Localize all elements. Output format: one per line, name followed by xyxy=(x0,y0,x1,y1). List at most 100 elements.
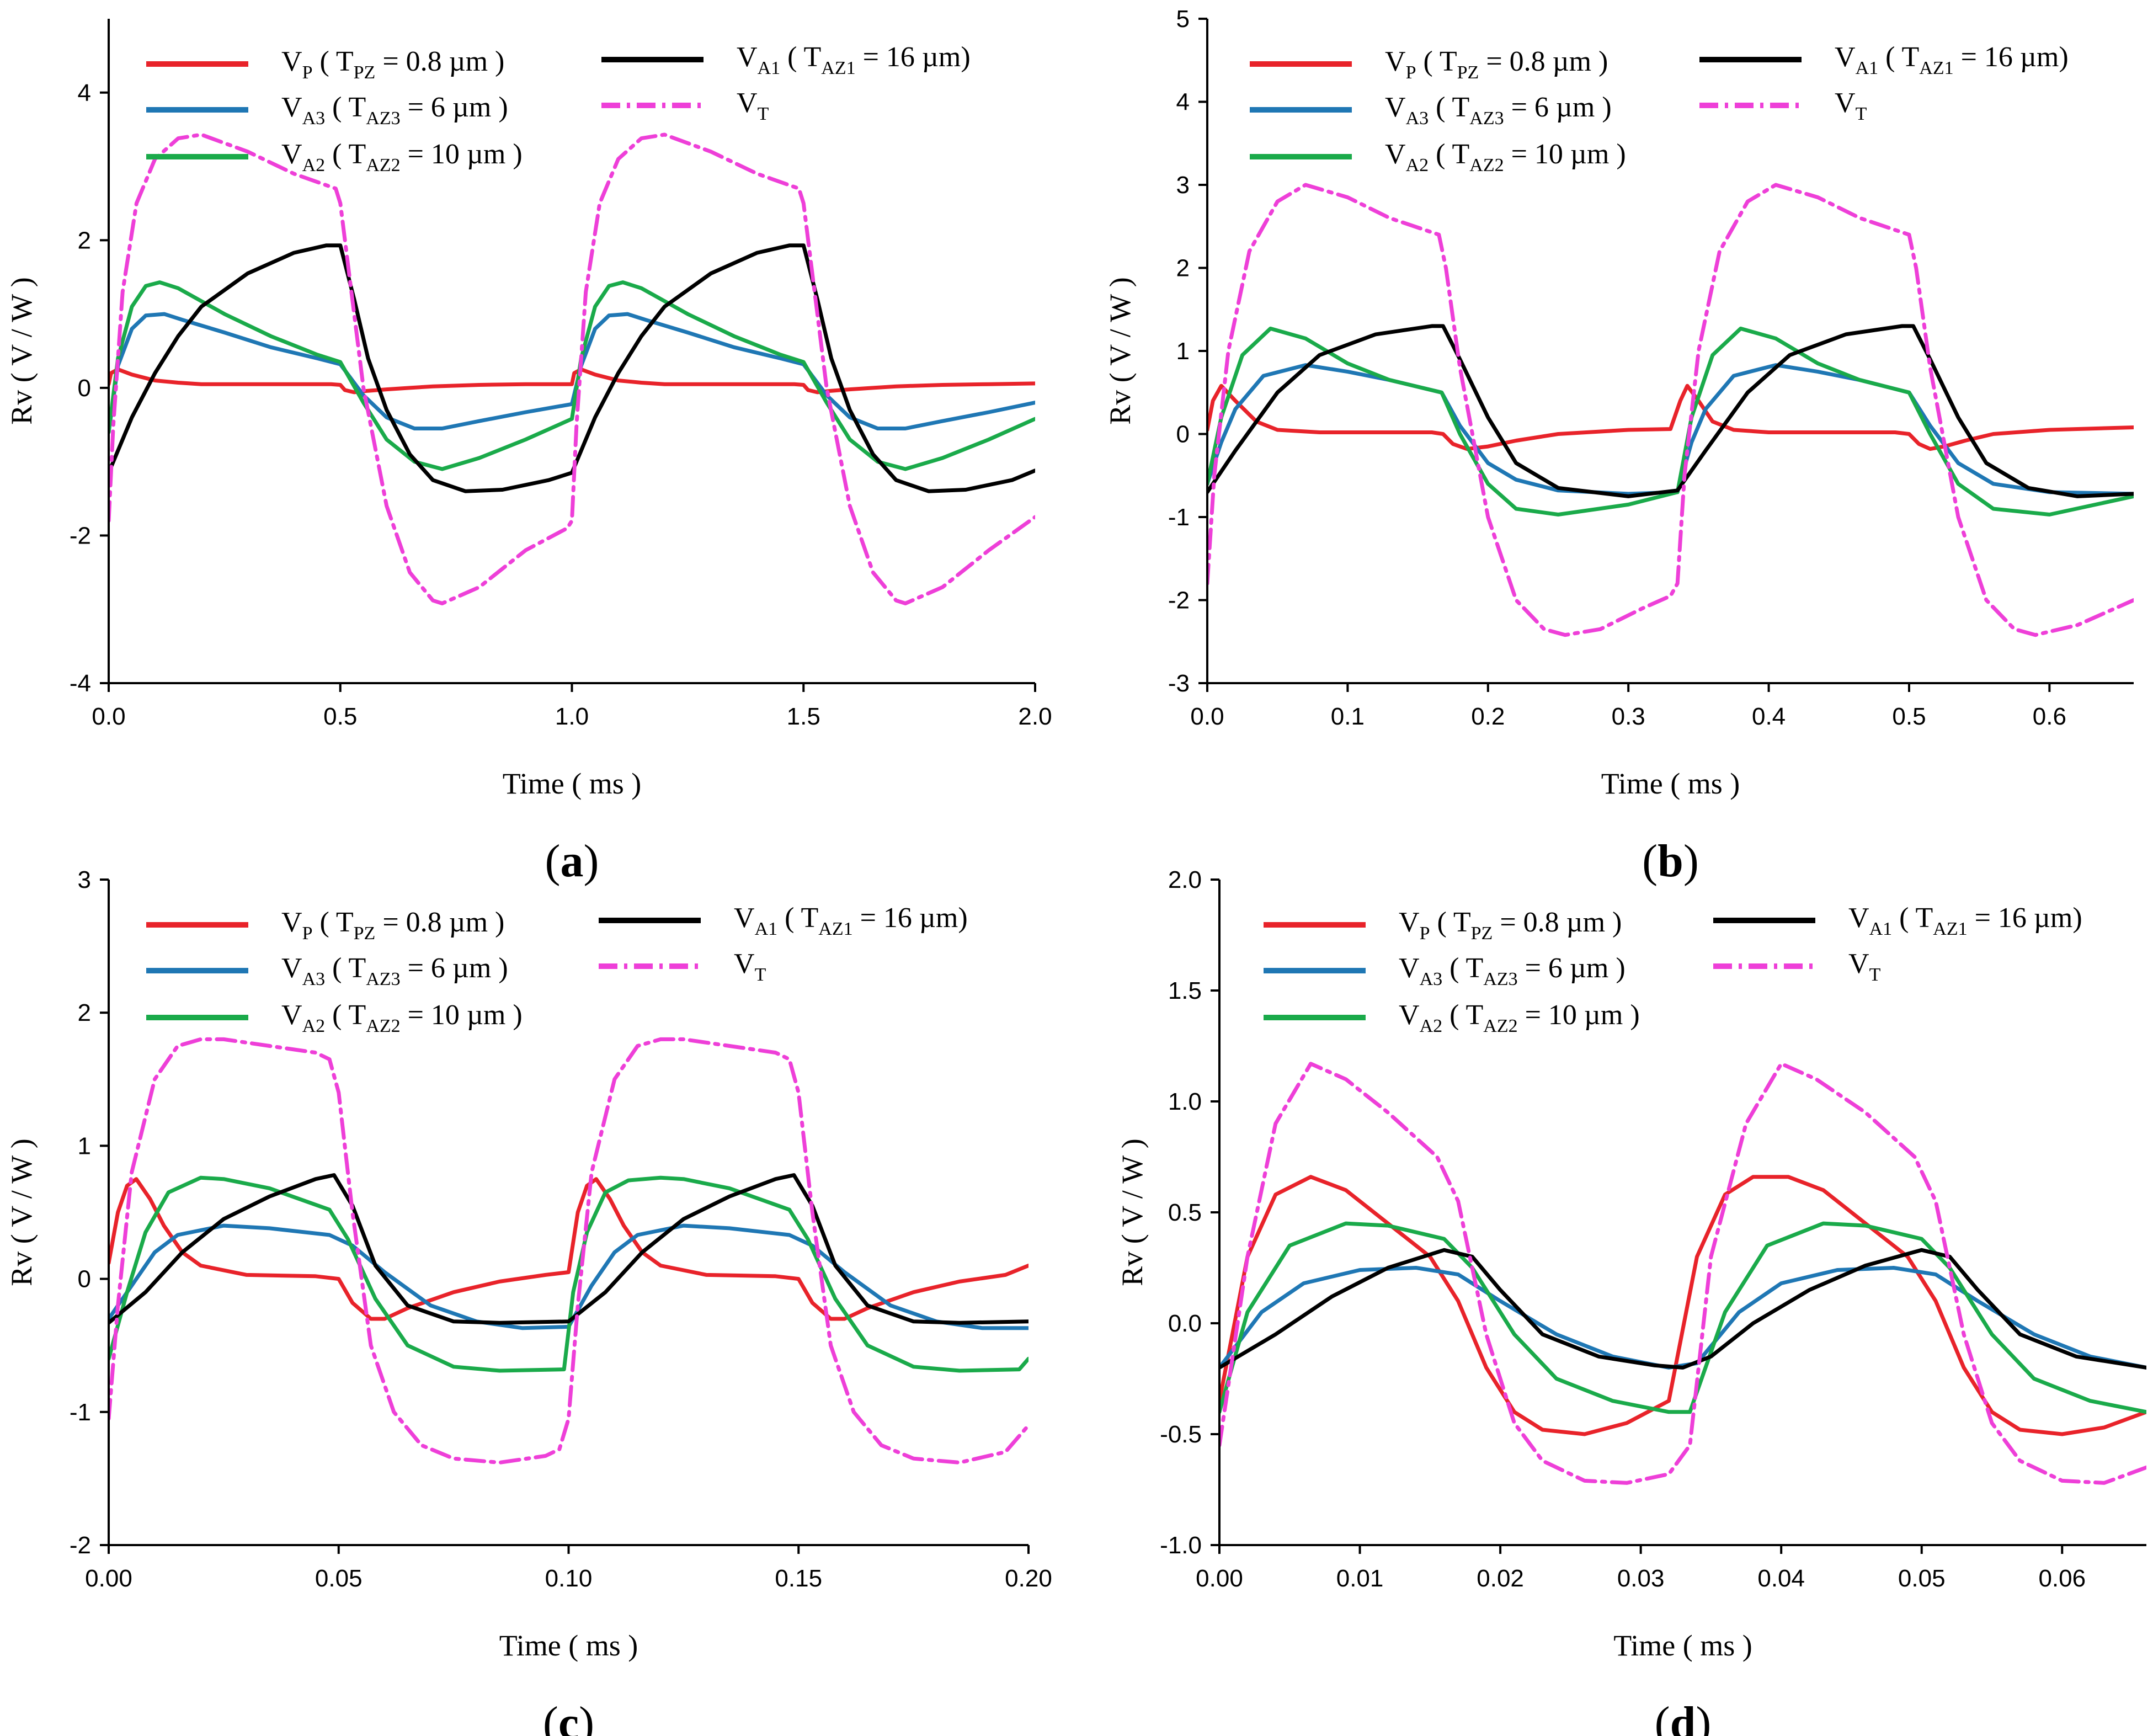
y-tick-label: -1.0 xyxy=(1160,1532,1202,1559)
y-tick-label: -3 xyxy=(1168,670,1190,697)
y-tick-label: 2 xyxy=(1176,255,1190,282)
legend-label-vp: VP ( TPZ = 0.8 µm ) xyxy=(1399,907,1622,944)
legend: VP ( TPZ = 0.8 µm ) VA3 ( TAZ3 = 6 µm ) VA… xyxy=(1264,902,2082,1036)
x-tick-label: 0.06 xyxy=(2038,1565,2086,1592)
series-line-va2 xyxy=(1207,326,2134,516)
y-tick-label: -4 xyxy=(70,670,91,697)
x-tick-label: 0.6 xyxy=(2033,703,2066,730)
x-tick-label: 0.01 xyxy=(1336,1565,1384,1592)
y-axis-title: Rv ( V / W ) xyxy=(5,277,38,425)
x-tick-label: 2.0 xyxy=(1018,703,1052,730)
x-tick-label: 0.00 xyxy=(85,1565,132,1592)
series-line-vt xyxy=(1207,183,2134,637)
x-tick-label: 0.0 xyxy=(92,703,125,730)
x-tick-label: 0.03 xyxy=(1617,1565,1665,1592)
series-line-vp xyxy=(1207,384,2134,451)
x-tick-label: 0.05 xyxy=(1898,1565,1946,1592)
y-tick-label: -2 xyxy=(1168,587,1190,614)
legend-label-vt: VT xyxy=(1835,87,1867,124)
series-line-vp xyxy=(109,1177,1028,1321)
series-line-vp xyxy=(1219,1175,2146,1436)
chart-panel-d: 0.00 0.01 0.02 0.03 0.04 0.05 0.06 -1.0 -0.5 0.0 0… xyxy=(1116,866,2146,1736)
y-tick-label: 0 xyxy=(1176,421,1190,448)
x-tick-label: 0.02 xyxy=(1477,1565,1524,1592)
series-group xyxy=(109,132,1035,605)
series-line-va2 xyxy=(109,1175,1028,1373)
series-line-va3 xyxy=(1219,1266,2146,1370)
series-line-vt xyxy=(109,1037,1028,1465)
y-tick-label: 5 xyxy=(1176,6,1190,33)
y-tick-label: 3 xyxy=(78,866,91,893)
y-tick-label: 4 xyxy=(1176,89,1190,116)
legend-label-va1: VA1 ( TAZ1 = 16 µm) xyxy=(737,41,971,78)
x-tick-label: 0.5 xyxy=(323,703,357,730)
series-group xyxy=(1207,183,2134,637)
legend-label-va2: VA2 ( TAZ2 = 10 µm ) xyxy=(1385,139,1626,175)
y-axis-title: Rv ( V / W ) xyxy=(5,1138,38,1286)
legend-label-va3: VA3 ( TAZ3 = 6 µm ) xyxy=(1385,92,1612,129)
y-tick-label: 2 xyxy=(78,227,91,254)
legend-label-va1: VA1 ( TAZ1 = 16 µm) xyxy=(734,902,968,939)
x-tick-label: 0.5 xyxy=(1892,703,1926,730)
legend-label-va2: VA2 ( TAZ2 = 10 µm ) xyxy=(281,999,523,1036)
x-tick-label: 1.5 xyxy=(787,703,820,730)
y-tick-label: 3 xyxy=(1176,172,1190,199)
legend-label-vp: VP ( TPZ = 0.8 µm ) xyxy=(1385,46,1608,83)
legend-label-vp: VP ( TPZ = 0.8 µm ) xyxy=(281,46,504,83)
y-tick-label: 1.0 xyxy=(1168,1088,1202,1115)
x-tick-label: 0.3 xyxy=(1612,703,1645,730)
legend-label-va3: VA3 ( TAZ3 = 6 µm ) xyxy=(281,92,508,129)
legend-label-va3: VA3 ( TAZ3 = 6 µm ) xyxy=(1399,952,1626,989)
y-tick-label: 0.5 xyxy=(1168,1199,1202,1226)
legend-label-vp: VP ( TPZ = 0.8 µm ) xyxy=(281,907,504,944)
chart-panel-c: 0.00 0.05 0.10 0.15 0.20 -2 -1 0 1 2 3 Time ( ms ) R… xyxy=(5,866,1052,1736)
series-line-va1 xyxy=(1207,324,2134,498)
x-axis-title: Time ( ms ) xyxy=(1613,1629,1752,1662)
series-line-va2 xyxy=(109,280,1035,471)
x-axis-title: Time ( ms ) xyxy=(503,767,642,800)
y-tick-label: 1 xyxy=(78,1132,91,1159)
x-tick-label: 0.05 xyxy=(315,1565,363,1592)
series-line-va3 xyxy=(109,312,1035,434)
y-tick-label: 1.5 xyxy=(1168,977,1202,1004)
x-axis-title: Time ( ms ) xyxy=(499,1629,638,1662)
legend-label-vt: VT xyxy=(734,948,766,985)
x-tick-label: 0.00 xyxy=(1196,1565,1243,1592)
legend-label-va1: VA1 ( TAZ1 = 16 µm) xyxy=(1835,41,2069,78)
panel-label: (c) xyxy=(543,1697,594,1736)
x-tick-label: 0.04 xyxy=(1757,1565,1805,1592)
panel-label: (b) xyxy=(1642,835,1699,887)
series-line-va2 xyxy=(1219,1221,2146,1414)
series-group xyxy=(109,1037,1028,1465)
legend: VP ( TPZ = 0.8 µm ) VA3 ( TAZ3 = 6 µm ) VA… xyxy=(1250,41,2069,175)
series-line-vt xyxy=(109,132,1035,605)
x-tick-label: 1.0 xyxy=(555,703,589,730)
chart-panel-b: 0.0 0.1 0.2 0.3 0.4 0.5 0.6 -3 -2 -1 0 1 2 3 4 5 Time ( … xyxy=(1104,6,2134,887)
x-tick-label: 0.0 xyxy=(1190,703,1224,730)
y-tick-label: -2 xyxy=(70,522,91,549)
y-tick-label: 2 xyxy=(78,999,91,1026)
x-tick-label: 0.10 xyxy=(545,1565,593,1592)
y-tick-label: 0 xyxy=(78,375,91,402)
series-line-va1 xyxy=(1219,1248,2146,1370)
chart-panel-a: 0.0 0.5 1.0 1.5 2.0 -4 -2 0 2 4 Time ( ms ) Rv ( V … xyxy=(5,19,1052,887)
y-tick-label: 0.0 xyxy=(1168,1310,1202,1337)
legend-label-vt: VT xyxy=(737,87,769,124)
panel-label: (d) xyxy=(1655,1697,1712,1736)
x-tick-label: 0.1 xyxy=(1331,703,1365,730)
y-tick-label: -0.5 xyxy=(1160,1421,1202,1448)
legend-label-va2: VA2 ( TAZ2 = 10 µm ) xyxy=(1399,999,1640,1036)
x-tick-label: 0.2 xyxy=(1471,703,1505,730)
legend-label-vt: VT xyxy=(1848,948,1881,985)
y-tick-label: 4 xyxy=(78,79,91,106)
panel-label: (a) xyxy=(545,835,599,887)
y-tick-label: 0 xyxy=(78,1266,91,1293)
legend: VP ( TPZ = 0.8 µm ) VA3 ( TAZ3 = 6 µm ) VA… xyxy=(146,41,971,175)
y-tick-label: 2.0 xyxy=(1168,866,1202,893)
legend-label-va1: VA1 ( TAZ1 = 16 µm) xyxy=(1848,902,2082,939)
legend-label-va2: VA2 ( TAZ2 = 10 µm ) xyxy=(281,139,523,175)
legend: VP ( TPZ = 0.8 µm ) VA3 ( TAZ3 = 6 µm ) VA… xyxy=(146,902,968,1036)
y-tick-label: 1 xyxy=(1176,338,1190,365)
x-tick-label: 0.20 xyxy=(1005,1565,1052,1592)
